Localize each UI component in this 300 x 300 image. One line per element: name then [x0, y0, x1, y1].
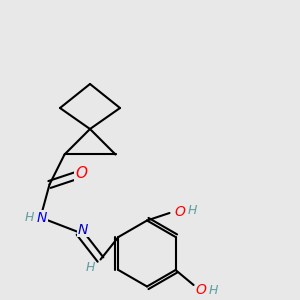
- Text: H: H: [187, 203, 197, 217]
- Text: N: N: [37, 211, 47, 224]
- Text: N: N: [78, 223, 88, 236]
- Text: O: O: [196, 283, 206, 296]
- Text: H: H: [85, 261, 95, 274]
- Text: O: O: [175, 205, 185, 218]
- Text: H: H: [24, 211, 34, 224]
- Text: O: O: [75, 167, 87, 182]
- Text: H: H: [208, 284, 218, 298]
